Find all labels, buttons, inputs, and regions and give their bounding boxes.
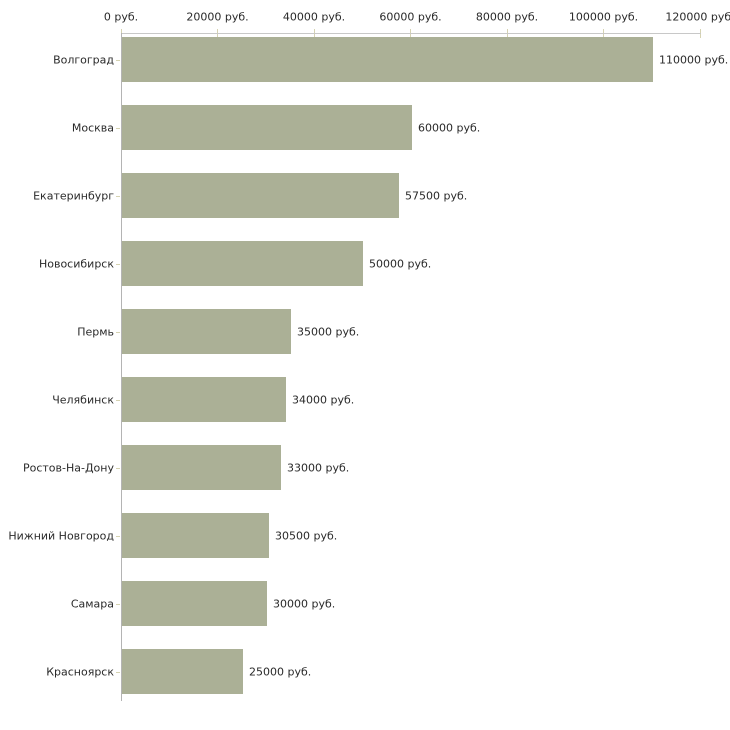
y-axis-tick-mark [116, 60, 120, 61]
bar [122, 37, 653, 82]
bar-value-label: 57500 руб. [405, 189, 468, 202]
category-label: Ростов-На-Дону [22, 461, 114, 474]
bar [122, 309, 291, 354]
category-label: Нижний Новгород [8, 529, 114, 542]
category-label: Москва [71, 121, 114, 134]
bar-value-label: 33000 руб. [287, 461, 350, 474]
category-label: Волгоград [53, 53, 114, 66]
category-label: Красноярск [46, 665, 114, 678]
bar [122, 377, 286, 422]
y-axis-tick-mark [116, 332, 120, 333]
x-axis-tick-label: 80000 руб. [475, 10, 539, 24]
bar [122, 581, 267, 626]
bar-value-label: 34000 руб. [292, 393, 355, 406]
x-axis-tick-label: 120000 руб. [665, 10, 730, 24]
bar-value-label: 35000 руб. [297, 325, 360, 338]
bar-value-label: 30500 руб. [275, 529, 338, 542]
bar [122, 241, 363, 286]
x-axis-line [121, 33, 701, 34]
category-label: Челябинск [52, 393, 114, 406]
bar [122, 445, 281, 490]
bar [122, 649, 243, 694]
y-axis-line [121, 33, 122, 701]
y-axis-tick-mark [116, 264, 120, 265]
y-axis-tick-mark [116, 468, 120, 469]
x-axis-tick-label: 60000 руб. [379, 10, 442, 24]
bar [122, 105, 412, 150]
bar-value-label: 25000 руб. [249, 665, 312, 678]
category-label: Новосибирск [38, 257, 114, 270]
category-label: Пермь [77, 325, 114, 338]
y-axis-tick-mark [116, 604, 120, 605]
bar-value-label: 50000 руб. [369, 257, 432, 270]
x-axis-tick-label: 0 руб. [103, 10, 139, 24]
y-axis-tick-mark [116, 400, 120, 401]
y-axis-tick-mark [116, 196, 120, 197]
y-axis-tick-mark [116, 128, 120, 129]
category-label: Екатеринбург [33, 189, 114, 202]
y-axis-tick-mark [116, 672, 120, 673]
bar [122, 173, 399, 218]
bar-value-label: 110000 руб. [659, 53, 729, 66]
x-axis-tick-label: 100000 руб. [568, 10, 639, 24]
x-axis-tick-label: 40000 руб. [282, 10, 346, 24]
bar-value-label: 60000 руб. [418, 121, 481, 134]
category-label: Самара [70, 597, 114, 610]
bar-value-label: 30000 руб. [273, 597, 336, 610]
bar [122, 513, 269, 558]
y-axis-tick-mark [116, 536, 120, 537]
x-axis-tick-label: 20000 руб. [186, 10, 249, 24]
